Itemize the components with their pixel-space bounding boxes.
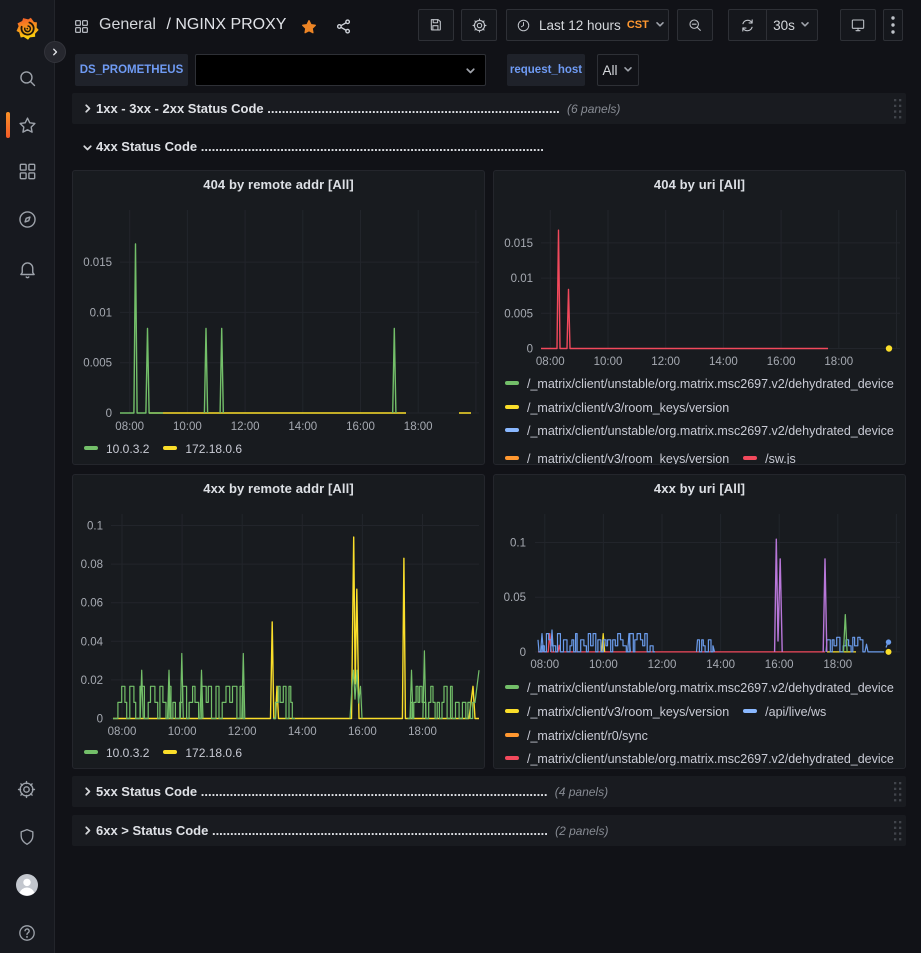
svg-text:0.02: 0.02 xyxy=(81,675,103,687)
svg-text:0.1: 0.1 xyxy=(87,521,103,533)
svg-text:0.015: 0.015 xyxy=(83,257,112,269)
svg-text:10:00: 10:00 xyxy=(594,356,623,368)
svg-text:0.06: 0.06 xyxy=(81,598,103,610)
svg-text:0.005: 0.005 xyxy=(83,358,112,370)
svg-text:14:00: 14:00 xyxy=(706,659,735,671)
svg-text:18:00: 18:00 xyxy=(824,356,853,368)
svg-text:12:00: 12:00 xyxy=(231,421,260,433)
svg-text:10:00: 10:00 xyxy=(168,726,197,738)
svg-text:0: 0 xyxy=(106,408,112,420)
svg-text:18:00: 18:00 xyxy=(404,421,433,433)
svg-text:14:00: 14:00 xyxy=(288,421,317,433)
svg-text:0.04: 0.04 xyxy=(81,636,104,648)
svg-text:0.1: 0.1 xyxy=(510,538,526,550)
svg-text:18:00: 18:00 xyxy=(823,659,852,671)
svg-text:0.05: 0.05 xyxy=(504,592,526,604)
svg-text:14:00: 14:00 xyxy=(709,356,738,368)
svg-text:12:00: 12:00 xyxy=(651,356,680,368)
svg-text:08:00: 08:00 xyxy=(108,726,137,738)
svg-text:16:00: 16:00 xyxy=(767,356,796,368)
svg-text:0: 0 xyxy=(520,647,526,659)
svg-text:16:00: 16:00 xyxy=(346,421,375,433)
svg-text:16:00: 16:00 xyxy=(348,726,377,738)
svg-text:0.01: 0.01 xyxy=(90,307,112,319)
svg-text:12:00: 12:00 xyxy=(648,659,677,671)
svg-text:0.015: 0.015 xyxy=(504,238,533,250)
svg-text:0.01: 0.01 xyxy=(511,273,533,285)
svg-text:14:00: 14:00 xyxy=(288,726,317,738)
svg-text:0.08: 0.08 xyxy=(81,559,103,571)
svg-text:12:00: 12:00 xyxy=(228,726,257,738)
svg-text:0: 0 xyxy=(527,344,533,356)
svg-text:08:00: 08:00 xyxy=(530,659,559,671)
svg-text:10:00: 10:00 xyxy=(173,421,202,433)
svg-text:0: 0 xyxy=(97,714,103,726)
svg-text:10:00: 10:00 xyxy=(589,659,618,671)
svg-text:0.005: 0.005 xyxy=(504,308,533,320)
svg-text:18:00: 18:00 xyxy=(408,726,437,738)
svg-text:08:00: 08:00 xyxy=(115,421,144,433)
svg-text:16:00: 16:00 xyxy=(765,659,794,671)
svg-text:08:00: 08:00 xyxy=(536,356,565,368)
